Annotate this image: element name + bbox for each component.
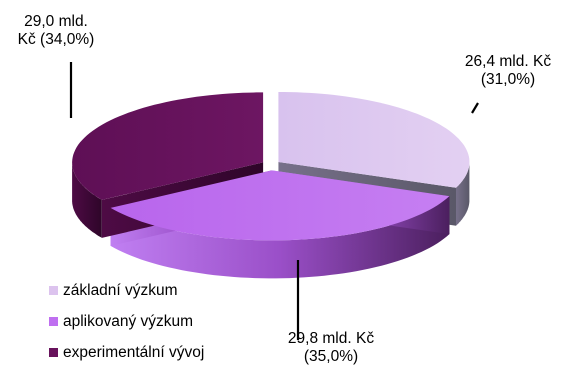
legend: základní výzkum aplikovaný výzkum experi… bbox=[49, 275, 204, 368]
slice-experimentalni bbox=[72, 92, 264, 200]
legend-item-aplikovany: aplikovaný výzkum bbox=[49, 306, 204, 337]
legend-label: aplikovaný výzkum bbox=[63, 312, 194, 330]
data-label-zakladni: 26,4 mld. Kč (31,0%) bbox=[464, 53, 552, 88]
slice-side-experimentalni bbox=[72, 162, 102, 238]
slice-side-aplikovany bbox=[110, 196, 450, 279]
legend-item-experimentalni: experimentální vývoj bbox=[49, 337, 204, 368]
legend-swatch bbox=[49, 317, 58, 326]
slice-side-zakladni bbox=[456, 162, 470, 226]
data-label-aplikovany: 29,8 mld. Kč (35,0%) bbox=[287, 330, 375, 365]
leader-line-zakladni bbox=[471, 102, 479, 114]
slice-aplikovany bbox=[110, 170, 450, 241]
legend-item-zakladni: základní výzkum bbox=[49, 275, 204, 306]
legend-label: základní výzkum bbox=[63, 281, 178, 299]
legend-swatch bbox=[49, 286, 58, 295]
slice-zakladni bbox=[278, 92, 470, 188]
legend-label: experimentální vývoj bbox=[63, 343, 205, 361]
legend-swatch bbox=[49, 348, 58, 357]
data-label-experimentalni: 29,0 mld. Kč (34,0%) bbox=[17, 13, 95, 48]
